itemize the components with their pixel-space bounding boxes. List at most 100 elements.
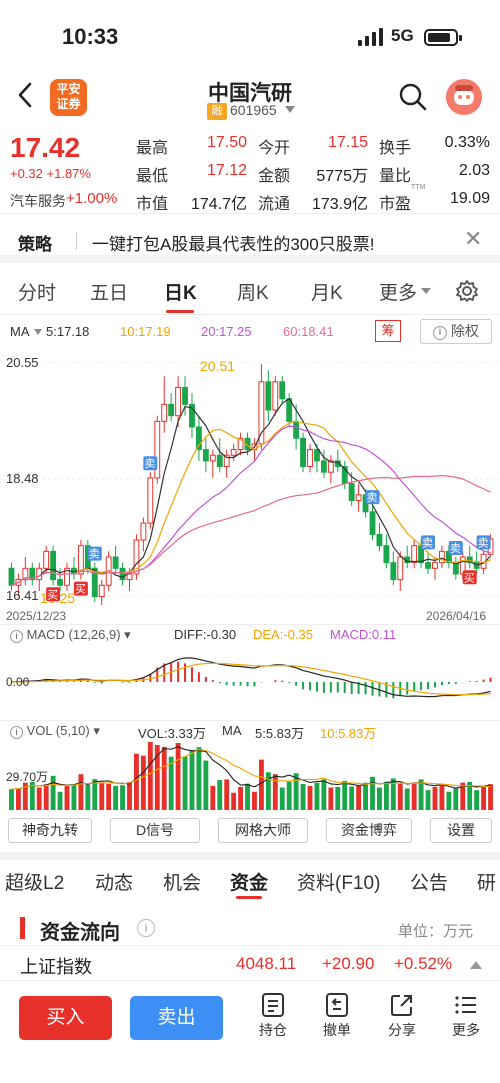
tab-daily-k[interactable]: 日K — [164, 283, 197, 304]
candle-body — [57, 579, 64, 586]
candlestick-chart[interactable]: 20.55 18.48 16.41 2025/12/23 2026/04/16 … — [0, 346, 500, 624]
divider — [76, 232, 77, 250]
stock-code[interactable]: 601965 — [230, 102, 277, 118]
candle-body — [175, 386, 182, 417]
index-ticker[interactable]: 上证指数 4048.11 +20.90 +0.52% — [0, 945, 500, 981]
tab-announcements[interactable]: 公告 — [410, 873, 449, 894]
indicator-grid-master[interactable]: 网格大师 — [218, 818, 308, 843]
candle-body — [293, 420, 300, 439]
volume-bar — [390, 778, 396, 810]
indicator-magic-nine[interactable]: 神奇九转 — [8, 818, 92, 843]
tab-research[interactable]: 研 — [477, 873, 497, 894]
caret-down-icon[interactable] — [421, 288, 431, 294]
tab-monthly-k[interactable]: 月K — [311, 283, 343, 304]
info-icon[interactable]: i — [137, 919, 155, 937]
volume-bar — [356, 785, 362, 810]
caret-up-icon[interactable] — [470, 961, 482, 969]
volume-bar — [446, 791, 452, 810]
volume-selector[interactable]: i VOL (5,10) ▾ — [10, 723, 100, 739]
tab-five-day[interactable]: 五日 — [90, 283, 129, 304]
ma-selector[interactable]: MA — [10, 324, 30, 339]
active-tab-indicator — [166, 310, 194, 313]
holdings-button[interactable]: 持仓 — [248, 992, 298, 1040]
strategy-text[interactable]: 一键打包A股最具代表性的300只股票! — [92, 235, 375, 254]
index-value: 4048.11 — [236, 954, 297, 973]
tab-f10[interactable]: 资料(F10) — [297, 873, 381, 894]
tab-super-l2[interactable]: 超级L2 — [5, 873, 65, 894]
volume-bar — [272, 774, 278, 810]
fund-flow-title: 资金流向 — [40, 922, 120, 944]
back-button[interactable] — [14, 80, 44, 114]
vol-ma10: 10:5.83万 — [320, 726, 377, 741]
strategy-tag: 策略 — [18, 235, 52, 254]
ma10-value: 10:17.19 — [120, 324, 171, 339]
caret-down-icon[interactable] — [285, 106, 295, 113]
avatar[interactable] — [446, 79, 482, 115]
buy-signal — [46, 587, 61, 602]
search-icon[interactable] — [398, 82, 428, 112]
volume-bar — [85, 784, 91, 810]
sell-signal — [421, 535, 436, 550]
indicator-d-signal[interactable]: D信号 — [110, 818, 200, 843]
volume-bar — [314, 782, 320, 810]
sell-button[interactable]: 卖出 — [130, 996, 223, 1040]
macd-selector[interactable]: i MACD (12,26,9) ▾ — [10, 627, 131, 643]
macd-chart[interactable]: 0.00 — [0, 644, 500, 720]
candle-body — [272, 381, 279, 411]
ex-rights-button[interactable]: i 除权 — [420, 319, 492, 344]
volume-chart[interactable]: 29.70万 — [0, 740, 500, 812]
candle-body — [119, 567, 126, 581]
macd-lines — [11, 657, 491, 698]
candle-body — [397, 556, 404, 581]
cancel-order-button[interactable]: 撤单 — [312, 992, 362, 1040]
candles — [8, 364, 494, 606]
divider — [0, 624, 500, 625]
volume-bar — [154, 744, 160, 810]
buy-button[interactable]: 买入 — [19, 996, 112, 1040]
tab-funds[interactable]: 资金 — [230, 873, 269, 894]
indicator-settings[interactable]: 设置 — [430, 818, 492, 843]
tab-weekly-k[interactable]: 周K — [237, 283, 269, 304]
close-icon[interactable]: ✕ — [464, 226, 483, 251]
share-button[interactable]: 分享 — [377, 992, 427, 1040]
status-time: 10:33 — [62, 24, 119, 49]
y-tick-low: 16.41 — [6, 588, 39, 603]
sell-signal — [448, 541, 463, 555]
strategy-banner[interactable]: 策略 一键打包A股最具代表性的300只股票! ✕ — [0, 213, 500, 263]
chip-distribution-button[interactable]: 筹 — [375, 320, 401, 342]
volume-bar — [300, 783, 306, 810]
volume-bar — [432, 786, 438, 810]
tab-opportunity[interactable]: 机会 — [163, 873, 202, 894]
quote-value: 17.12 — [206, 162, 247, 179]
candle-body — [209, 454, 216, 462]
battery-icon — [424, 29, 462, 46]
volume-bar — [64, 785, 70, 810]
volume-bar — [252, 791, 257, 810]
candle-body — [369, 511, 376, 535]
quote-label: 市值 — [136, 196, 169, 213]
quote-value: 5775万 — [316, 168, 368, 185]
settings-gear-icon[interactable] — [455, 279, 479, 303]
signal-label: 卖 — [422, 536, 433, 549]
quote-value: 173.9亿 — [311, 196, 368, 213]
tab-more[interactable]: 更多 — [379, 283, 418, 304]
candle-body — [112, 556, 119, 569]
tab-intraday[interactable]: 分时 — [18, 283, 57, 304]
volume-bar — [43, 784, 49, 810]
volume-bar — [383, 781, 389, 810]
more-button[interactable]: 更多 — [441, 992, 491, 1040]
sector-change[interactable]: +1.00% — [66, 190, 118, 207]
index-name: 上证指数 — [20, 957, 92, 977]
tab-news[interactable]: 动态 — [95, 873, 134, 894]
volume-bar — [418, 779, 424, 810]
section-marker — [20, 917, 25, 939]
candle-body — [161, 403, 168, 422]
y-tick-mid: 18.48 — [6, 471, 39, 486]
caret-down-icon[interactable] — [34, 329, 42, 335]
ma-line-5 — [11, 397, 491, 586]
buy-signal — [73, 581, 88, 596]
indicator-fund-game[interactable]: 资金博弈 — [326, 818, 412, 843]
sector-name[interactable]: 汽车服务 — [10, 193, 66, 209]
volume-bar — [113, 785, 119, 810]
vol-value: VOL:3.33万 — [138, 726, 206, 741]
